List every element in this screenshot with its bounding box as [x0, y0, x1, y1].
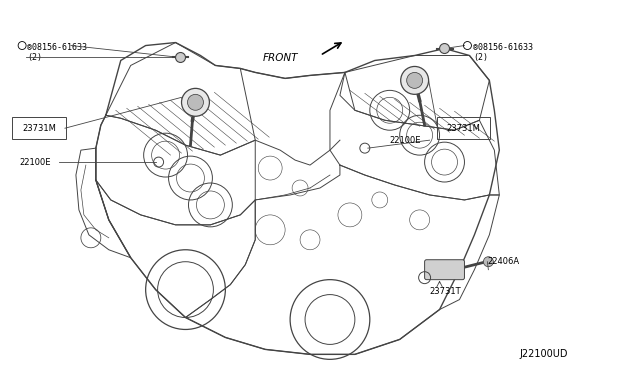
Text: 22100E: 22100E: [19, 158, 51, 167]
Text: 23731T: 23731T: [429, 287, 461, 296]
Circle shape: [175, 52, 186, 62]
Text: J22100UD: J22100UD: [519, 349, 568, 359]
Text: 22406A: 22406A: [488, 257, 520, 266]
Text: 23731M: 23731M: [447, 124, 481, 133]
Circle shape: [182, 89, 209, 116]
Circle shape: [406, 73, 422, 89]
Circle shape: [401, 67, 429, 94]
Text: 23731M: 23731M: [22, 124, 56, 133]
Text: 22100E: 22100E: [390, 136, 421, 145]
Text: ®08156-61633
(2): ®08156-61633 (2): [474, 42, 533, 62]
Text: FRONT: FRONT: [262, 54, 298, 64]
Circle shape: [188, 94, 204, 110]
Circle shape: [483, 257, 493, 267]
FancyBboxPatch shape: [424, 260, 465, 280]
Text: ®08156-61633
(2): ®08156-61633 (2): [27, 42, 87, 62]
Circle shape: [440, 44, 449, 54]
